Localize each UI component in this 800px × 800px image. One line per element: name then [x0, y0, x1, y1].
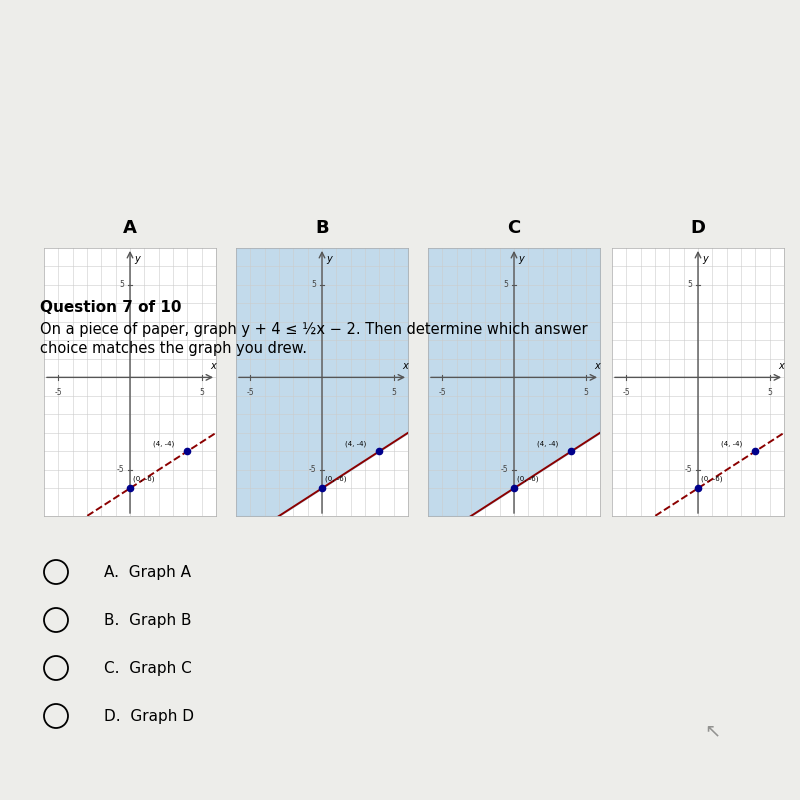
Text: ↖: ↖	[704, 721, 720, 740]
Text: y: y	[326, 254, 332, 263]
Text: x: x	[594, 361, 600, 371]
Text: C.  Graph C: C. Graph C	[104, 661, 192, 675]
Text: 5: 5	[391, 389, 396, 398]
Text: y: y	[134, 254, 140, 263]
Text: -5: -5	[246, 389, 254, 398]
Text: (0, -6): (0, -6)	[517, 476, 538, 482]
Text: D.  Graph D: D. Graph D	[104, 709, 194, 723]
Text: (4, -4): (4, -4)	[345, 441, 366, 447]
Text: 5: 5	[583, 389, 588, 398]
Text: A: A	[123, 219, 137, 238]
Text: -5: -5	[438, 389, 446, 398]
Text: (4, -4): (4, -4)	[537, 441, 558, 447]
Text: choice matches the graph you drew.: choice matches the graph you drew.	[40, 341, 307, 356]
Text: -5: -5	[309, 466, 316, 474]
Text: 5: 5	[119, 281, 124, 290]
Text: A.  Graph A: A. Graph A	[104, 565, 191, 579]
Text: x: x	[402, 361, 408, 371]
Text: (4, -4): (4, -4)	[153, 441, 174, 447]
Text: B.  Graph B: B. Graph B	[104, 613, 191, 627]
Text: (0, -6): (0, -6)	[325, 476, 346, 482]
Text: -5: -5	[117, 466, 124, 474]
Text: C: C	[507, 219, 521, 238]
Text: (0, -6): (0, -6)	[701, 476, 722, 482]
Text: (0, -6): (0, -6)	[133, 476, 154, 482]
Text: (4, -4): (4, -4)	[721, 441, 742, 447]
Text: x: x	[778, 361, 784, 371]
Text: 5: 5	[199, 389, 204, 398]
Text: y: y	[702, 254, 708, 263]
Text: -5: -5	[501, 466, 508, 474]
Text: 5: 5	[767, 389, 772, 398]
Text: -5: -5	[622, 389, 630, 398]
Text: -5: -5	[54, 389, 62, 398]
Text: Question 7 of 10: Question 7 of 10	[40, 300, 182, 315]
Text: 5: 5	[503, 281, 508, 290]
Text: 5: 5	[311, 281, 316, 290]
Text: -5: -5	[685, 466, 692, 474]
Text: D: D	[690, 219, 706, 238]
Text: x: x	[210, 361, 216, 371]
Text: y: y	[518, 254, 524, 263]
Text: On a piece of paper, graph y + 4 ≤ ½x − 2. Then determine which answer: On a piece of paper, graph y + 4 ≤ ½x − …	[40, 322, 588, 337]
Text: B: B	[315, 219, 329, 238]
Text: 5: 5	[687, 281, 692, 290]
